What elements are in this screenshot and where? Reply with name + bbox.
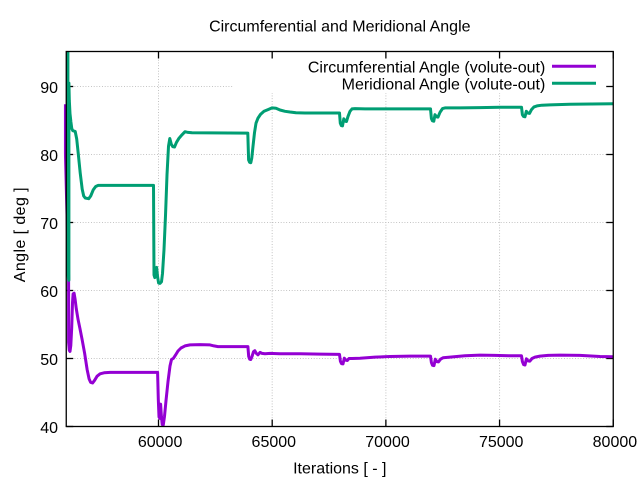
svg-text:Angle [ deg ]: Angle [ deg ] (12, 187, 29, 282)
svg-text:40: 40 (40, 420, 58, 437)
svg-text:60: 60 (40, 284, 58, 301)
svg-text:Meridional Angle (volute-out): Meridional Angle (volute-out) (342, 77, 546, 94)
svg-text:Iterations [ - ]: Iterations [ - ] (293, 460, 386, 477)
svg-text:70: 70 (40, 216, 58, 233)
svg-text:50: 50 (40, 352, 58, 369)
svg-text:90: 90 (40, 80, 58, 97)
svg-text:80: 80 (40, 148, 58, 165)
svg-text:60000: 60000 (138, 434, 183, 451)
svg-text:80000: 80000 (593, 434, 638, 451)
svg-text:65000: 65000 (252, 434, 297, 451)
svg-text:Circumferential and Meridional: Circumferential and Meridional Angle (209, 19, 471, 36)
svg-text:75000: 75000 (479, 434, 524, 451)
svg-text:70000: 70000 (365, 434, 410, 451)
svg-text:Circumferential Angle (volute-: Circumferential Angle (volute-out) (308, 60, 545, 77)
